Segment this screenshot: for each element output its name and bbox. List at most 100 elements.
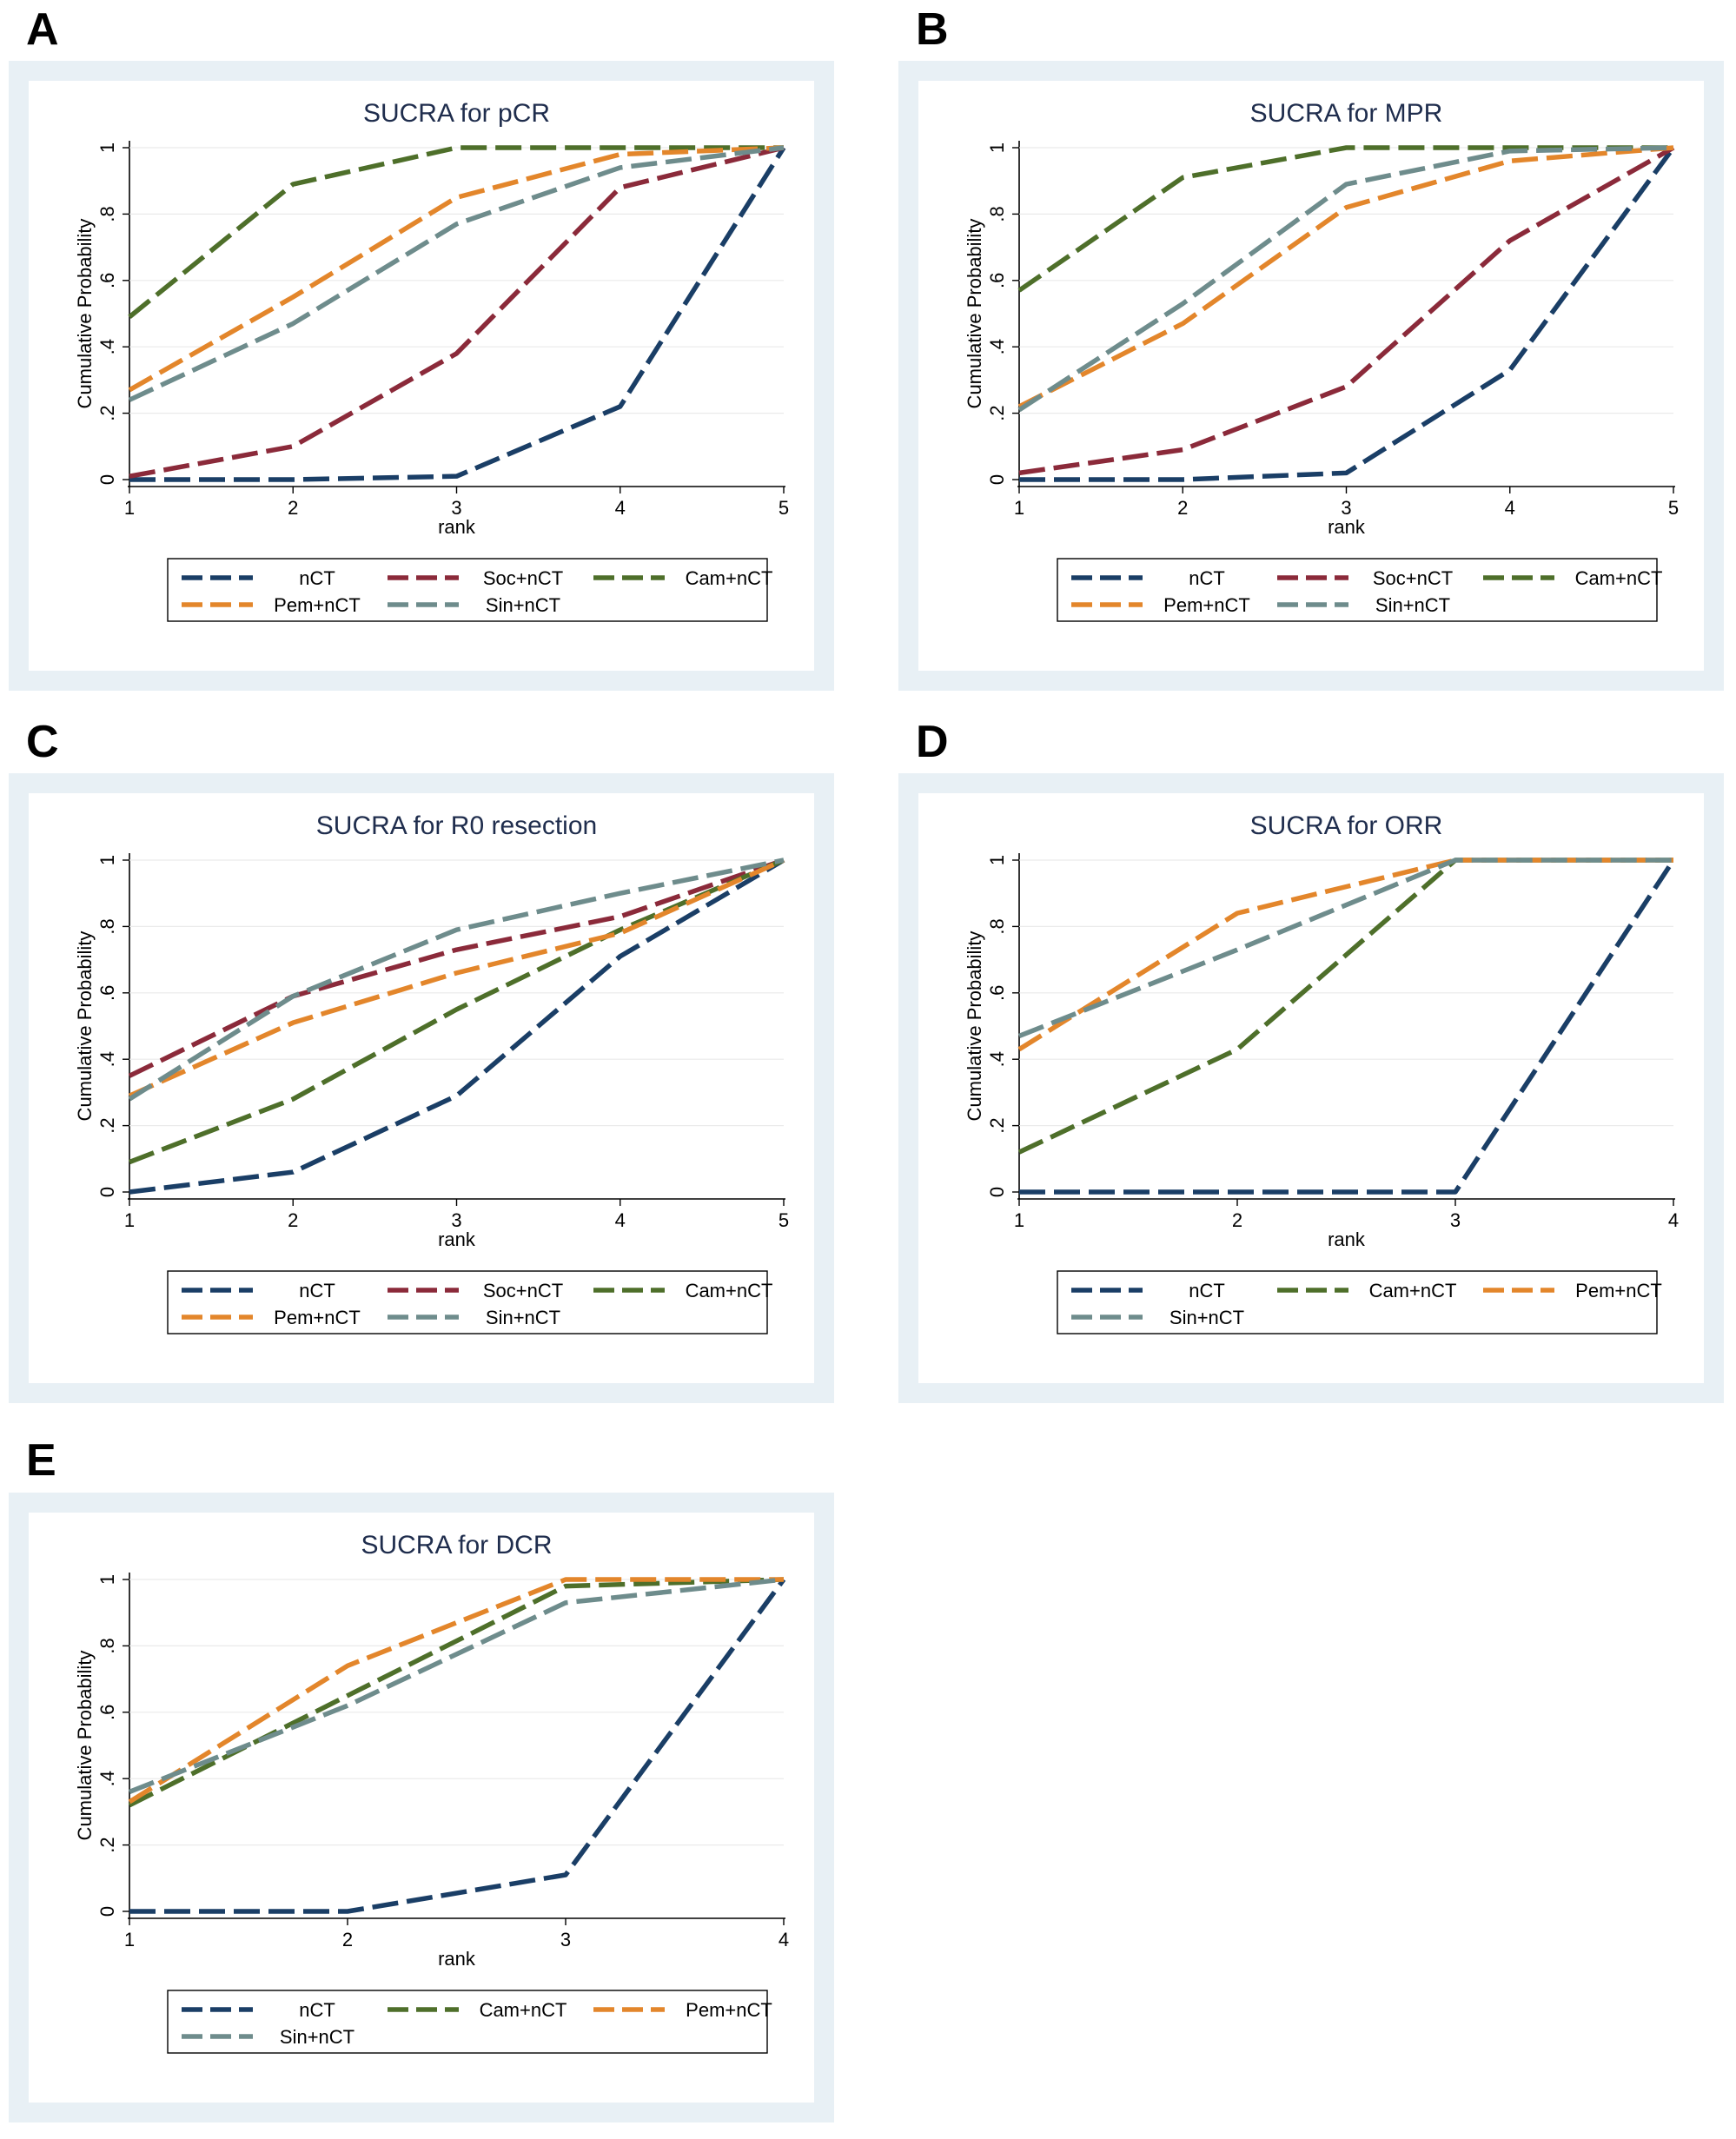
panel-letter-a: A (26, 4, 59, 55)
panel-b: SUCRA for MPR 0 .2 .4 .6 .8 1 1 2 3 4 5 rank Cumulati… (898, 61, 1724, 691)
chart-title: SUCRA for DCR (361, 1531, 552, 1560)
y-axis-label: Cumulative Probability (964, 219, 985, 409)
legend-label-nct: nCT (299, 1999, 335, 2021)
x-tick-label: 3 (1450, 1209, 1461, 1231)
y-tick-label: .6 (96, 985, 118, 1001)
series-line-sin-plus-nct (1017, 858, 1673, 1039)
legend-label-pem-plus-nct: Pem+nCT (686, 1999, 772, 2021)
y-tick-label: 0 (96, 474, 118, 485)
y-tick-label: .8 (986, 206, 1008, 222)
series-line-nct (129, 146, 786, 482)
x-axis-label: rank (438, 1948, 476, 1970)
y-axis-label: Cumulative Probability (74, 219, 96, 409)
y-tick-label: 0 (96, 1187, 118, 1197)
x-tick-label: 1 (1014, 1209, 1024, 1231)
y-tick-label: .4 (96, 339, 118, 354)
legend-box (167, 1990, 768, 2054)
y-tick-label: .8 (96, 206, 118, 222)
y-tick-label: .4 (986, 339, 1008, 354)
legend-label-sin-plus-nct: Sin+nCT (1375, 594, 1450, 616)
chart-title: SUCRA for MPR (1250, 99, 1443, 128)
y-tick-label: .2 (986, 1117, 1008, 1133)
legend-label-soc-plus-nct: Soc+nCT (483, 1280, 563, 1301)
legend-label-cam-plus-nct: Cam+nCT (480, 1999, 567, 2021)
panel-b-plot-area: SUCRA for MPR 0 .2 .4 .6 .8 1 1 2 3 4 5 rank Cumulati… (918, 81, 1704, 671)
series-line-nct (1019, 146, 1676, 482)
legend-label-nct: nCT (299, 567, 335, 589)
panel-a: SUCRA for pCR 0 .2 .4 .6 .8 1 1 2 3 4 5 rank Cumulati… (9, 61, 834, 691)
chart-b: SUCRA for MPR 0 .2 .4 .6 .8 1 1 2 3 4 5 rank Cumulati… (964, 99, 1679, 622)
legend-label-cam-plus-nct: Cam+nCT (1575, 567, 1663, 589)
y-tick-label: .2 (986, 405, 1008, 421)
legend-label-soc-plus-nct: Soc+nCT (483, 567, 563, 589)
x-tick-label: 4 (1668, 1209, 1679, 1231)
x-tick-label: 5 (1668, 497, 1679, 519)
x-tick-label: 5 (779, 1209, 789, 1231)
panel-e-plot-area: SUCRA for DCR 0 .2 .4 .6 .8 1 1 2 3 4 rank Cumulativ… (29, 1513, 814, 2103)
x-axis-label: rank (438, 516, 476, 538)
series-line-nct (129, 1578, 786, 1914)
x-tick-label: 3 (451, 497, 461, 519)
panel-d-plot-area: SUCRA for ORR 0 .2 .4 .6 .8 1 1 2 3 4 rank Cumulativ… (918, 793, 1704, 1383)
panel-letter-d: D (916, 717, 949, 767)
series-line-sin-plus-nct (1017, 145, 1674, 413)
x-tick-label: 1 (124, 1209, 135, 1231)
legend-label-sin-plus-nct: Sin+nCT (486, 594, 560, 616)
chart-d: SUCRA for ORR 0 .2 .4 .6 .8 1 1 2 3 4 rank Cumulativ… (964, 811, 1679, 1334)
y-axis-label: Cumulative Probability (74, 1651, 96, 1841)
y-tick-label: 1 (986, 855, 1008, 865)
y-tick-label: 1 (96, 1574, 118, 1585)
legend-label-sin-plus-nct: Sin+nCT (486, 1307, 560, 1328)
y-tick-label: .8 (986, 918, 1008, 934)
chart-title: SUCRA for R0 resection (316, 811, 597, 840)
y-tick-label: 0 (986, 474, 1008, 485)
panel-letter-c: C (26, 717, 59, 767)
legend-label-pem-plus-nct: Pem+nCT (1575, 1280, 1662, 1301)
series-line-sin-plus-nct (128, 1577, 785, 1795)
y-tick-label: 1 (96, 855, 118, 865)
panel-a-plot-area: SUCRA for pCR 0 .2 .4 .6 .8 1 1 2 3 4 5 rank Cumulati… (29, 81, 814, 671)
x-tick-label: 1 (124, 497, 135, 519)
x-axis-label: rank (1328, 516, 1366, 538)
x-tick-label: 3 (451, 1209, 461, 1231)
x-tick-label: 2 (288, 497, 298, 519)
panel-letter-e: E (26, 1435, 56, 1486)
legend-label-pem-plus-nct: Pem+nCT (274, 594, 361, 616)
chart-c: SUCRA for R0 resection 0 .2 .4 .6 .8 1 1 2 3 4 5 ran… (74, 811, 789, 1334)
y-tick-label: 0 (96, 1906, 118, 1917)
y-tick-label: .4 (96, 1051, 118, 1067)
legend-label-pem-plus-nct: Pem+nCT (1163, 594, 1250, 616)
chart-a: SUCRA for pCR 0 .2 .4 .6 .8 1 1 2 3 4 5 rank Cumulati… (74, 99, 789, 622)
y-tick-label: 1 (986, 142, 1008, 153)
series-line-soc-plus-nct (129, 145, 785, 479)
x-tick-label: 4 (1505, 497, 1515, 519)
y-tick-label: .4 (986, 1051, 1008, 1067)
x-tick-label: 2 (288, 1209, 298, 1231)
legend-label-soc-plus-nct: Soc+nCT (1373, 567, 1453, 589)
series-line-pem-plus-nct (128, 1577, 784, 1805)
series-line-soc-plus-nct (128, 858, 785, 1078)
series-line-cam-plus-nct (1017, 145, 1673, 293)
legend-label-sin-plus-nct: Sin+nCT (280, 2026, 354, 2048)
x-tick-label: 4 (779, 1929, 789, 1950)
y-tick-label: .6 (96, 1705, 118, 1720)
series-line-cam-plus-nct (128, 145, 784, 319)
x-tick-label: 4 (615, 1209, 626, 1231)
y-axis-label: Cumulative Probability (964, 931, 985, 1122)
series-line-sin-plus-nct (128, 145, 785, 402)
legend-box (1057, 1270, 1658, 1334)
panel-letter-b: B (916, 4, 949, 55)
chart-e: SUCRA for DCR 0 .2 .4 .6 .8 1 1 2 3 4 rank Cumulativ… (74, 1531, 789, 2054)
x-tick-label: 4 (615, 497, 626, 519)
legend-box (167, 1270, 768, 1334)
series-line-pem-plus-nct (128, 145, 785, 393)
y-tick-label: .6 (986, 985, 1008, 1001)
x-tick-label: 1 (1014, 497, 1024, 519)
y-tick-label: .6 (96, 273, 118, 288)
panel-d: SUCRA for ORR 0 .2 .4 .6 .8 1 1 2 3 4 rank Cumulativ… (898, 773, 1724, 1403)
x-tick-label: 3 (560, 1929, 571, 1950)
y-axis-label: Cumulative Probability (74, 931, 96, 1122)
x-tick-label: 2 (1177, 497, 1188, 519)
panel-c: SUCRA for R0 resection 0 .2 .4 .6 .8 1 1 2 3 4 5 ran… (9, 773, 834, 1403)
legend-label-cam-plus-nct: Cam+nCT (1369, 1280, 1457, 1301)
